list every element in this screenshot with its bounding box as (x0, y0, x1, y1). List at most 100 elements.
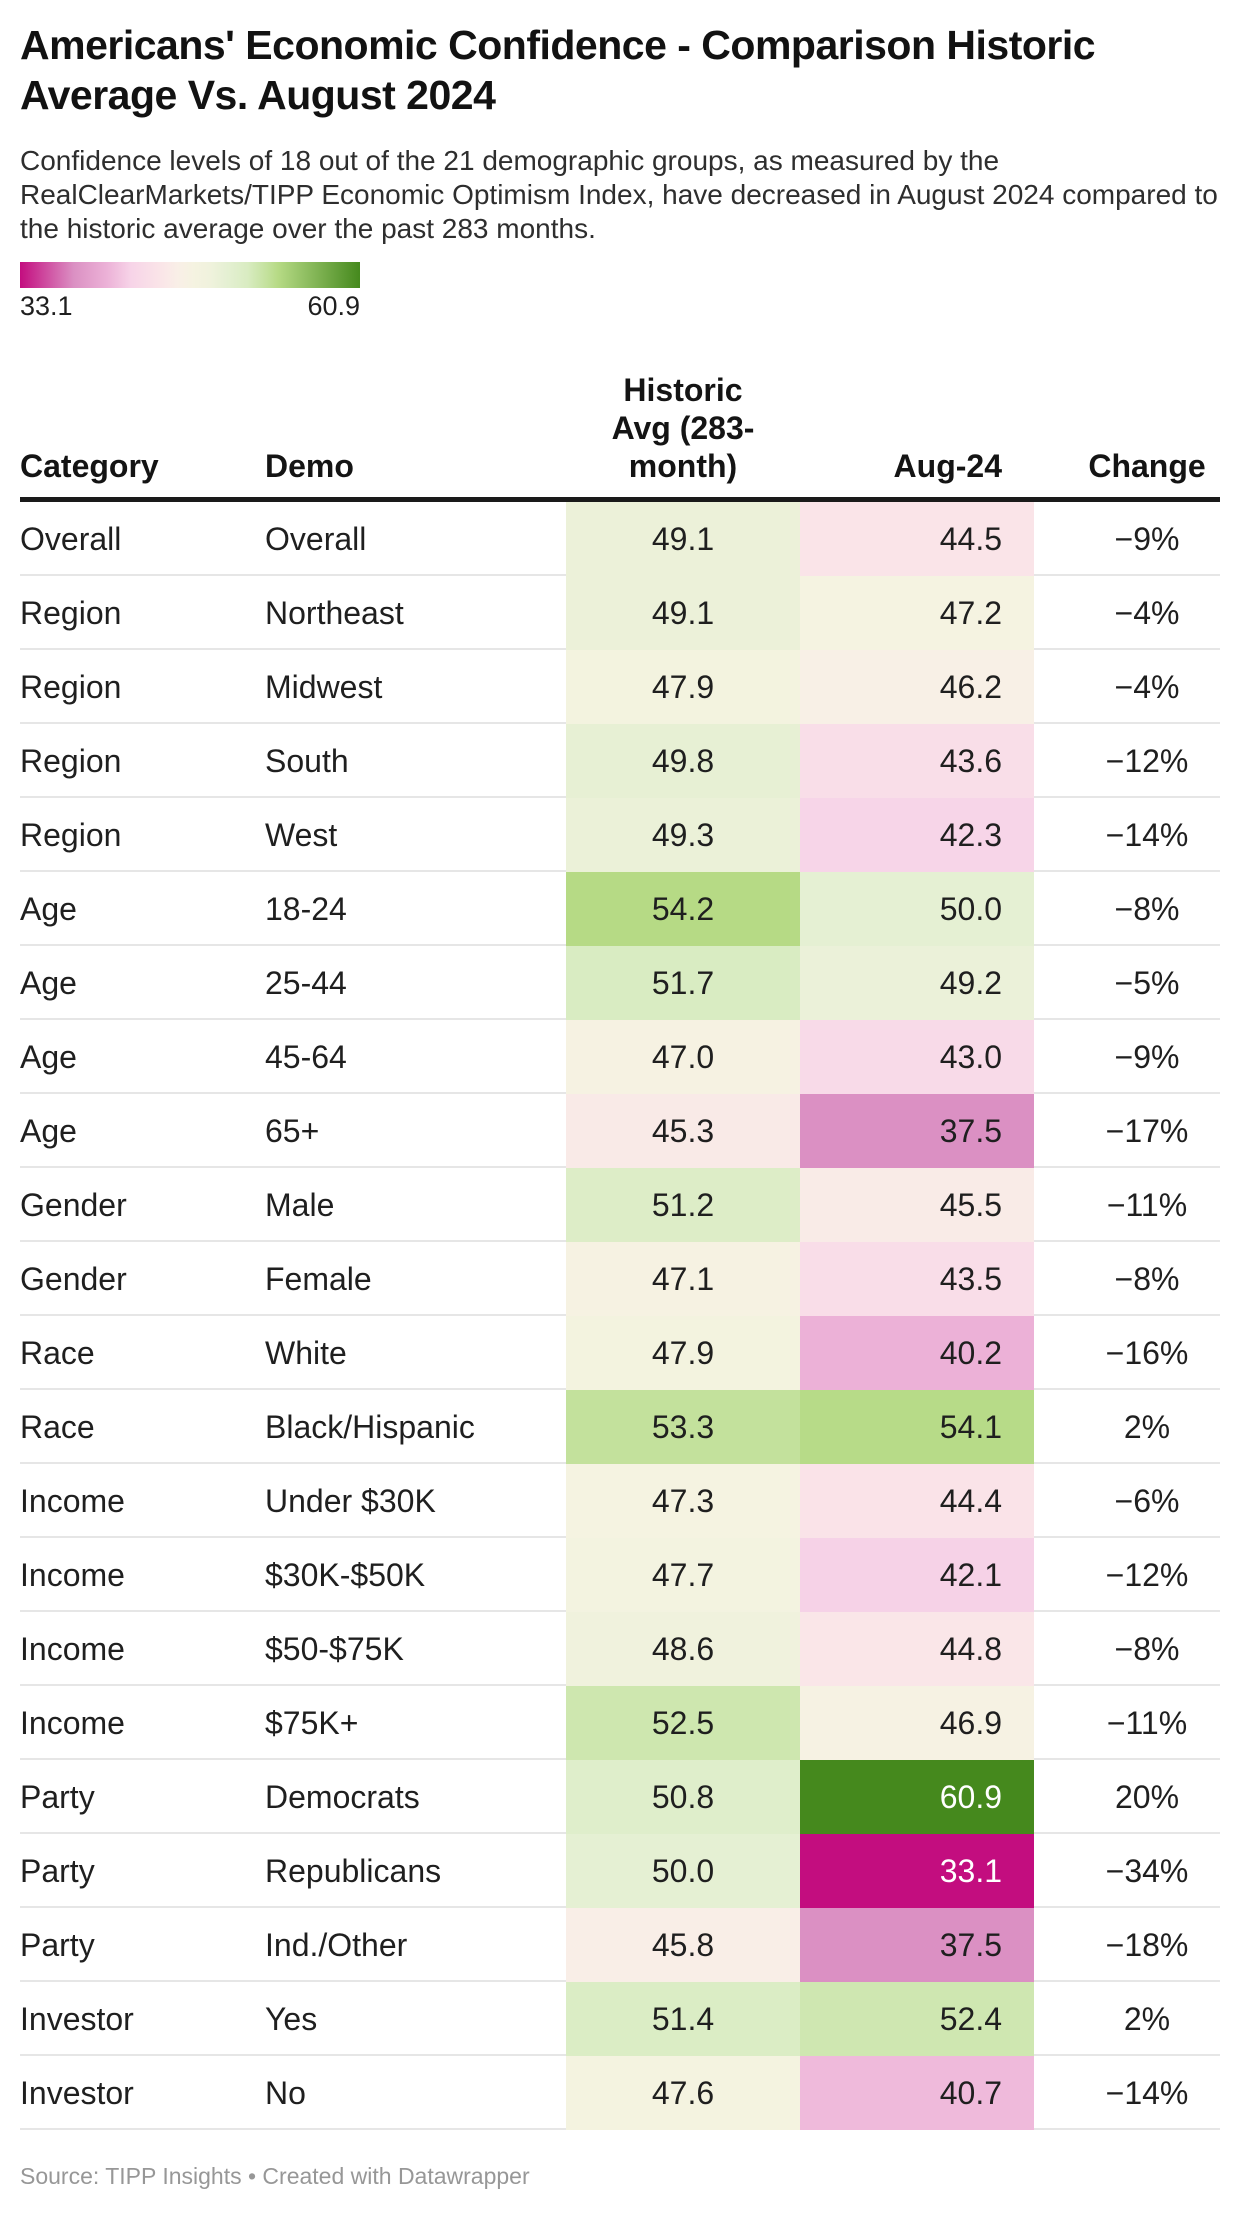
category-cell: Income (20, 1464, 265, 1538)
table-row: Age 45-64 47.0 43.0 −9% (20, 1020, 1220, 1094)
color-scale-labels: 33.1 60.9 (20, 293, 360, 320)
table-row: Race White 47.9 40.2 −16% (20, 1316, 1220, 1390)
change-cell: −9% (1034, 1020, 1220, 1094)
change-cell: −14% (1034, 2056, 1220, 2130)
aug-24-cell: 42.1 (800, 1538, 1034, 1612)
category-cell: Age (20, 872, 265, 946)
data-table: Category Demo Historic Avg (283- month) … (20, 371, 1220, 2130)
demo-cell: $75K+ (265, 1686, 566, 1760)
column-header-historic-avg: Historic Avg (283- month) (611, 372, 755, 484)
demo-cell: $30K-$50K (265, 1538, 566, 1612)
demo-cell: Male (265, 1168, 566, 1242)
table-row: Age 25-44 51.7 49.2 −5% (20, 946, 1220, 1020)
demo-cell: 65+ (265, 1094, 566, 1168)
category-cell: Region (20, 798, 265, 872)
table-row: Income $75K+ 52.5 46.9 −11% (20, 1686, 1220, 1760)
category-cell: Race (20, 1390, 265, 1464)
category-cell: Gender (20, 1168, 265, 1242)
historic-avg-cell: 47.9 (566, 1316, 800, 1390)
category-cell: Investor (20, 2056, 265, 2130)
aug-24-cell: 45.5 (800, 1168, 1034, 1242)
demo-cell: No (265, 2056, 566, 2130)
aug-24-cell: 40.7 (800, 2056, 1034, 2130)
category-cell: Overall (20, 502, 265, 576)
demo-cell: Overall (265, 502, 566, 576)
table-body: Overall Overall 49.1 44.5 −9% Region Northeast… (20, 502, 1220, 2130)
historic-avg-cell: 51.4 (566, 1982, 800, 2056)
table-row: Region West 49.3 42.3 −14% (20, 798, 1220, 872)
aug-24-cell: 46.2 (800, 650, 1034, 724)
aug-24-cell: 47.2 (800, 576, 1034, 650)
aug-24-cell: 37.5 (800, 1094, 1034, 1168)
category-cell: Region (20, 576, 265, 650)
color-scale-legend: 33.1 60.9 (20, 262, 360, 320)
change-cell: −16% (1034, 1316, 1220, 1390)
demo-cell: Democrats (265, 1760, 566, 1834)
aug-24-cell: 42.3 (800, 798, 1034, 872)
aug-24-cell: 33.1 (800, 1834, 1034, 1908)
category-cell: Income (20, 1612, 265, 1686)
historic-avg-cell: 51.7 (566, 946, 800, 1020)
aug-24-cell: 50.0 (800, 872, 1034, 946)
table-row: Investor No 47.6 40.7 −14% (20, 2056, 1220, 2130)
demo-cell: 18-24 (265, 872, 566, 946)
column-header-aug-24: Aug-24 (893, 448, 1002, 484)
demo-cell: South (265, 724, 566, 798)
change-cell: −5% (1034, 946, 1220, 1020)
historic-avg-cell: 47.9 (566, 650, 800, 724)
historic-avg-cell: 49.3 (566, 798, 800, 872)
table-row: Region Midwest 47.9 46.2 −4% (20, 650, 1220, 724)
chart-footer: Source: TIPP Insights • Created with Dat… (20, 2163, 530, 2189)
category-cell: Party (20, 1908, 265, 1982)
change-cell: −18% (1034, 1908, 1220, 1982)
change-cell: −4% (1034, 650, 1220, 724)
aug-24-cell: 43.5 (800, 1242, 1034, 1316)
demo-cell: Female (265, 1242, 566, 1316)
change-cell: −34% (1034, 1834, 1220, 1908)
table-row: Gender Male 51.2 45.5 −11% (20, 1168, 1220, 1242)
change-cell: −4% (1034, 576, 1220, 650)
table-row: Region Northeast 49.1 47.2 −4% (20, 576, 1220, 650)
table-row: Race Black/Hispanic 53.3 54.1 2% (20, 1390, 1220, 1464)
table-row: Income $50-$75K 48.6 44.8 −8% (20, 1612, 1220, 1686)
column-header-change: Change (1088, 448, 1206, 484)
aug-24-cell: 43.6 (800, 724, 1034, 798)
historic-avg-cell: 49.1 (566, 502, 800, 576)
column-header-demo: Demo (265, 448, 354, 484)
demo-cell: Republicans (265, 1834, 566, 1908)
aug-24-cell: 44.5 (800, 502, 1034, 576)
change-cell: −17% (1034, 1094, 1220, 1168)
change-cell: −11% (1034, 1686, 1220, 1760)
aug-24-cell: 40.2 (800, 1316, 1034, 1390)
aug-24-cell: 60.9 (800, 1760, 1034, 1834)
historic-avg-cell: 50.0 (566, 1834, 800, 1908)
color-scale-min-label: 33.1 (20, 291, 73, 321)
historic-avg-cell: 50.8 (566, 1760, 800, 1834)
color-scale-gradient (20, 262, 360, 288)
table-row: Overall Overall 49.1 44.5 −9% (20, 502, 1220, 576)
table-row: Gender Female 47.1 43.5 −8% (20, 1242, 1220, 1316)
category-cell: Gender (20, 1242, 265, 1316)
demo-cell: $50-$75K (265, 1612, 566, 1686)
change-cell: −9% (1034, 502, 1220, 576)
demo-cell: 25-44 (265, 946, 566, 1020)
table-row: Party Ind./Other 45.8 37.5 −18% (20, 1908, 1220, 1982)
chart-title: Americans' Economic Confidence - Compari… (20, 22, 1096, 118)
color-scale-max-label: 60.9 (307, 291, 360, 321)
aug-24-cell: 44.8 (800, 1612, 1034, 1686)
table-row: Age 18-24 54.2 50.0 −8% (20, 872, 1220, 946)
change-cell: −6% (1034, 1464, 1220, 1538)
historic-avg-cell: 52.5 (566, 1686, 800, 1760)
change-cell: 2% (1034, 1982, 1220, 2056)
category-cell: Region (20, 724, 265, 798)
historic-avg-cell: 45.8 (566, 1908, 800, 1982)
demo-cell: 45-64 (265, 1020, 566, 1094)
column-header-category: Category (20, 448, 159, 484)
historic-avg-cell: 47.6 (566, 2056, 800, 2130)
demo-cell: Midwest (265, 650, 566, 724)
demo-cell: Under $30K (265, 1464, 566, 1538)
table-row: Income $30K-$50K 47.7 42.1 −12% (20, 1538, 1220, 1612)
change-cell: −8% (1034, 872, 1220, 946)
demo-cell: Ind./Other (265, 1908, 566, 1982)
